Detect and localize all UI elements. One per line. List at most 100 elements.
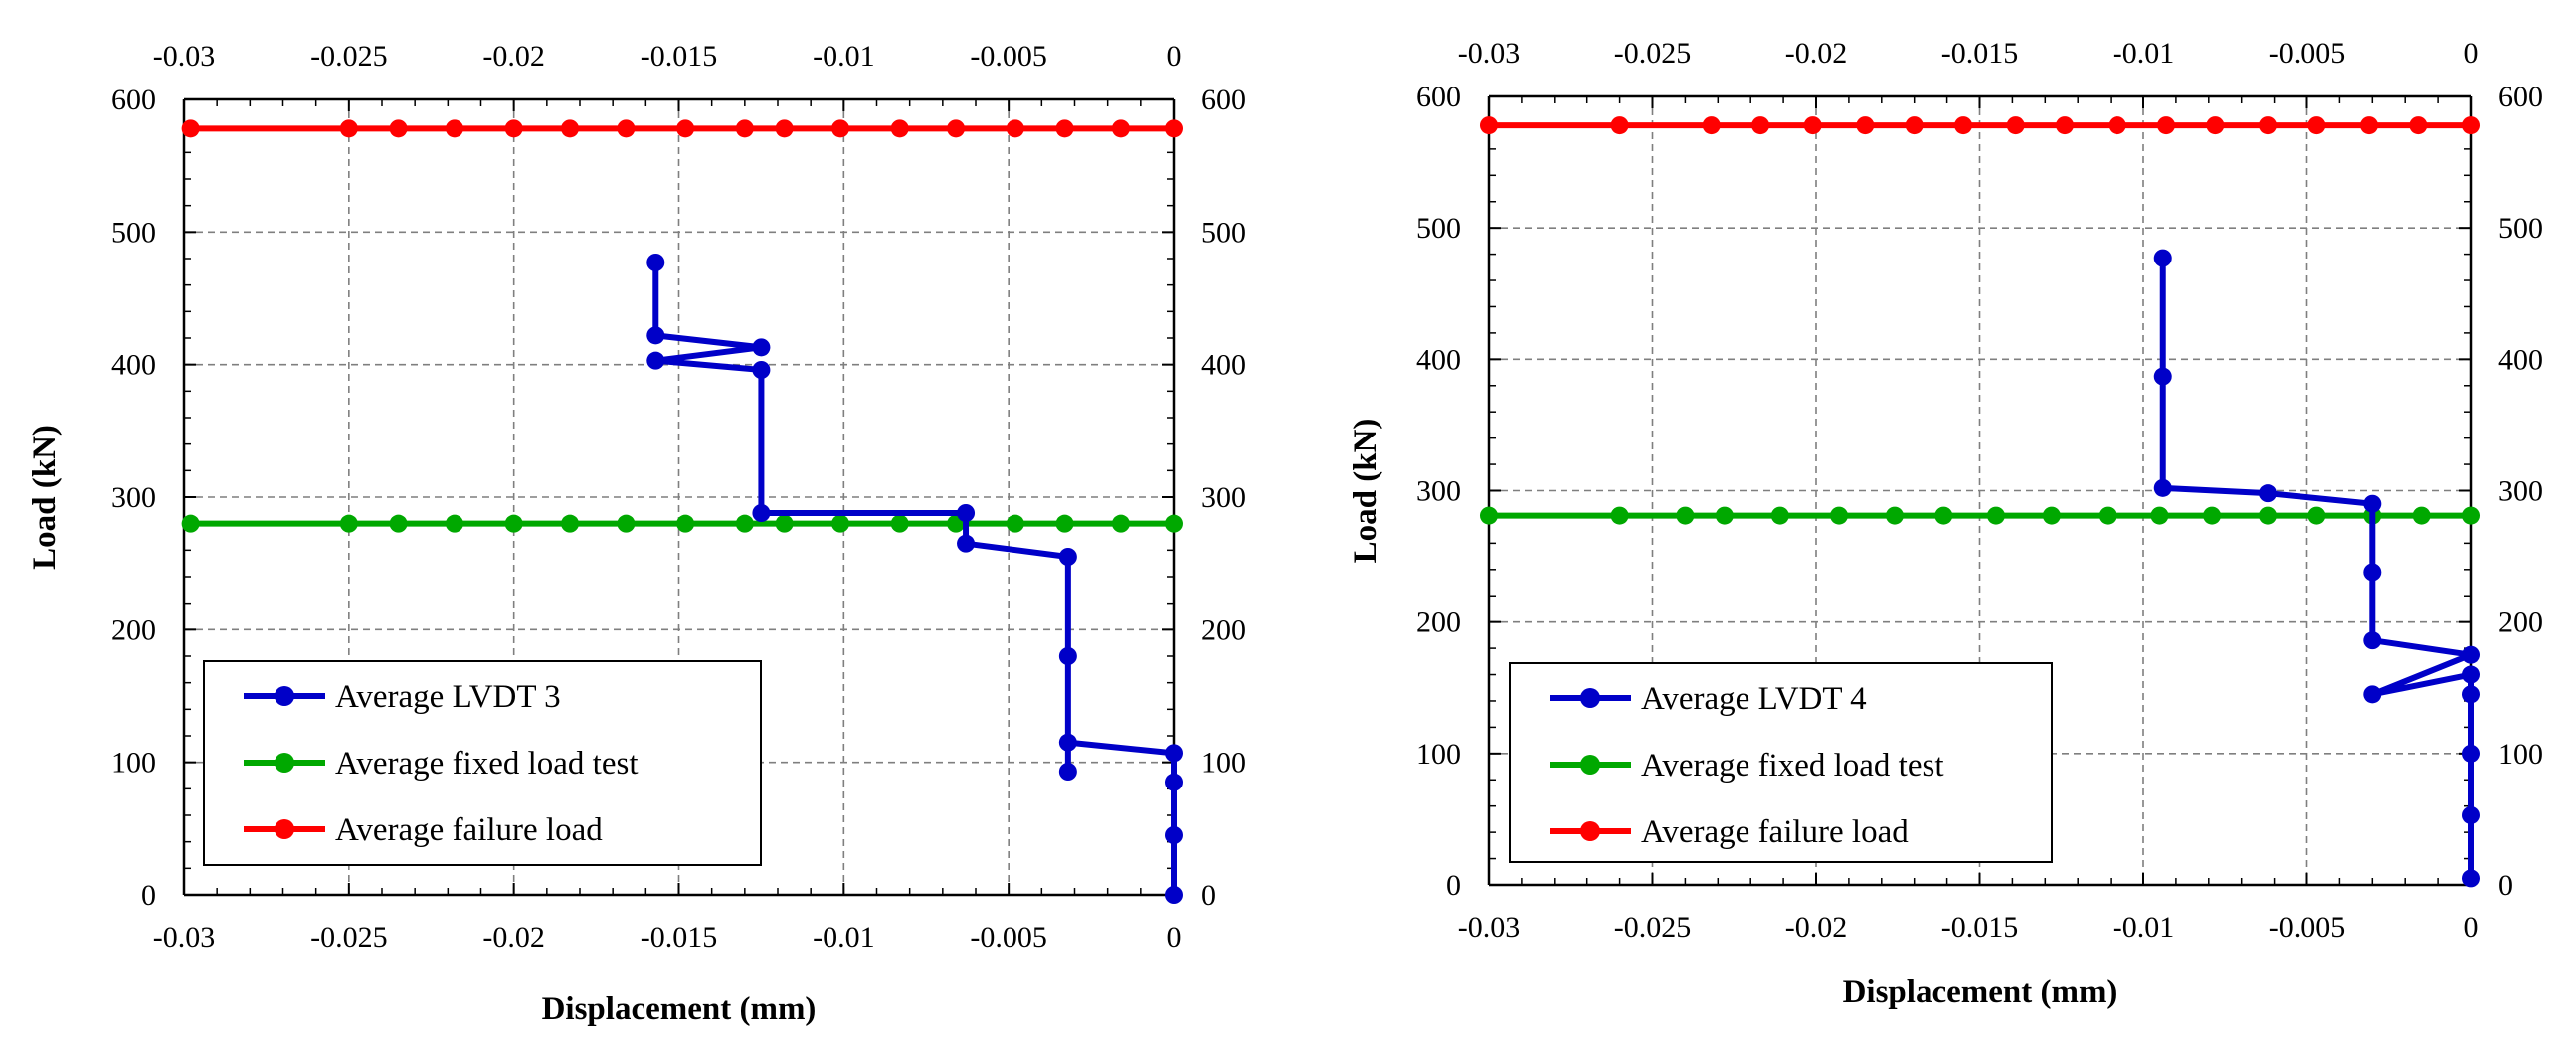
data-point <box>617 119 636 138</box>
data-point <box>339 514 358 533</box>
data-point <box>1165 514 1183 533</box>
x-tick-label-top: -0.03 <box>1458 37 1521 70</box>
data-point <box>1165 886 1183 904</box>
y-tick-label-right: 500 <box>2498 212 2543 245</box>
data-point <box>2056 116 2075 135</box>
data-point <box>389 514 408 533</box>
data-point <box>445 119 463 138</box>
data-point <box>2409 116 2428 135</box>
data-point <box>646 254 665 271</box>
data-point <box>2363 631 2382 650</box>
x-tick-label-top: 0 <box>2464 37 2479 70</box>
data-point <box>1006 514 1024 533</box>
y-axis-title: Load (kN) <box>27 425 63 570</box>
data-point <box>2153 478 2172 497</box>
legend: Average LVDT 4 Average fixed load test Ave… <box>1509 662 2053 863</box>
y-tick-label: 600 <box>111 84 156 116</box>
legend: Average LVDT 3 Average fixed load test Ave… <box>203 660 762 866</box>
y-tick-label: 300 <box>1416 475 1461 508</box>
data-point <box>2363 494 2382 513</box>
data-point <box>2153 249 2172 267</box>
y-tick-label: 300 <box>111 481 156 514</box>
y-tick-label: 400 <box>1416 343 1461 376</box>
data-point <box>2259 506 2278 525</box>
legend-entry-label: Average fixed load test <box>1641 748 1944 784</box>
legend-swatch-marker <box>275 753 294 773</box>
data-point <box>2462 665 2480 684</box>
x-tick-label-top: -0.025 <box>1614 37 1692 70</box>
y-tick-label-right: 300 <box>1201 481 1246 514</box>
data-point <box>1165 773 1183 791</box>
y-tick-label-right: 100 <box>2498 738 2543 771</box>
x-tick-label-top: -0.005 <box>2269 37 2346 70</box>
data-point <box>1885 506 1904 525</box>
data-point <box>2363 685 2382 704</box>
x-tick-label: -0.03 <box>153 921 216 954</box>
data-point <box>2462 744 2480 763</box>
data-point <box>1751 116 1770 135</box>
data-point <box>504 119 523 138</box>
tick-marks <box>183 98 1175 896</box>
data-point <box>1055 514 1074 533</box>
x-tick-label-top: -0.015 <box>641 40 718 73</box>
x-tick-label: -0.005 <box>2269 911 2346 944</box>
y-tick-label-right: 0 <box>2498 869 2513 902</box>
x-tick-label-top: -0.02 <box>482 40 545 73</box>
data-point <box>735 514 754 533</box>
data-point <box>890 514 909 533</box>
data-point <box>646 326 665 345</box>
data-point <box>1111 514 1130 533</box>
data-point <box>1715 506 1734 525</box>
data-point <box>617 514 636 533</box>
x-tick-label: -0.02 <box>1785 911 1848 944</box>
data-point <box>775 514 794 533</box>
data-point <box>957 504 976 522</box>
x-tick-label: -0.025 <box>310 921 388 954</box>
data-point <box>1165 826 1183 844</box>
series-average-lvdt-4 <box>2153 249 2480 888</box>
y-tick-label: 600 <box>1416 81 1461 113</box>
x-tick-label-top: -0.01 <box>813 40 875 73</box>
legend-swatch-marker <box>275 686 294 706</box>
y-tick-label-right: 100 <box>1201 747 1246 780</box>
data-point <box>2150 506 2169 525</box>
data-point <box>831 514 850 533</box>
data-point <box>1856 116 1875 135</box>
legend-entry-label: Average failure load <box>335 812 603 848</box>
y-tick-label-right: 400 <box>2498 343 2543 376</box>
legend-entry-label: Average fixed load test <box>335 746 639 782</box>
chart-panel-1: -0.03 -0.03 -0.025 -0.025 -0.02 -0.02 -0.015 -0… <box>27 40 1246 1027</box>
data-point <box>1803 116 1822 135</box>
y-tick-label-right: 300 <box>2498 475 2543 508</box>
data-point <box>1058 763 1077 781</box>
x-tick-label-top: -0.025 <box>310 40 388 73</box>
data-point <box>1006 119 1024 138</box>
data-point <box>646 351 665 370</box>
x-tick-label-top: -0.02 <box>1785 37 1848 70</box>
series-average-failure-load <box>181 119 1183 138</box>
y-tick-label: 200 <box>1416 607 1461 639</box>
series-average-lvdt-3 <box>646 254 1183 904</box>
data-point <box>2006 116 2025 135</box>
y-tick-label-right: 400 <box>1201 349 1246 382</box>
data-point <box>890 119 909 138</box>
data-point <box>1770 506 1789 525</box>
x-tick-label: 0 <box>2464 911 2479 944</box>
data-point <box>2307 506 2326 525</box>
y-tick-label: 500 <box>111 216 156 249</box>
data-point <box>676 514 695 533</box>
data-point <box>1111 119 1130 138</box>
data-point <box>2462 685 2480 704</box>
series-line <box>652 262 1177 895</box>
data-point <box>2203 506 2222 525</box>
data-point <box>752 338 771 357</box>
data-point <box>2363 563 2382 582</box>
y-tick-label: 0 <box>1446 869 1461 902</box>
data-point <box>1480 506 1498 525</box>
data-point <box>2412 506 2431 525</box>
x-tick-label-top: -0.01 <box>2113 37 2175 70</box>
y-tick-label: 100 <box>1416 738 1461 771</box>
data-point <box>1934 506 1953 525</box>
data-point <box>389 119 408 138</box>
